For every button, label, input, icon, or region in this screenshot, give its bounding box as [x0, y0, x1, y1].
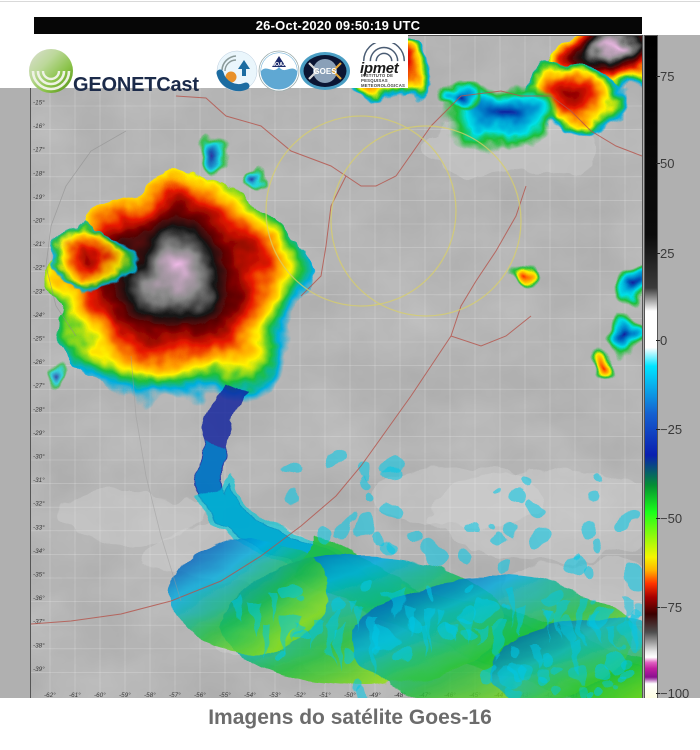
svg-text:GOES: GOES	[313, 67, 337, 76]
svg-text:NOAA: NOAA	[271, 62, 287, 68]
